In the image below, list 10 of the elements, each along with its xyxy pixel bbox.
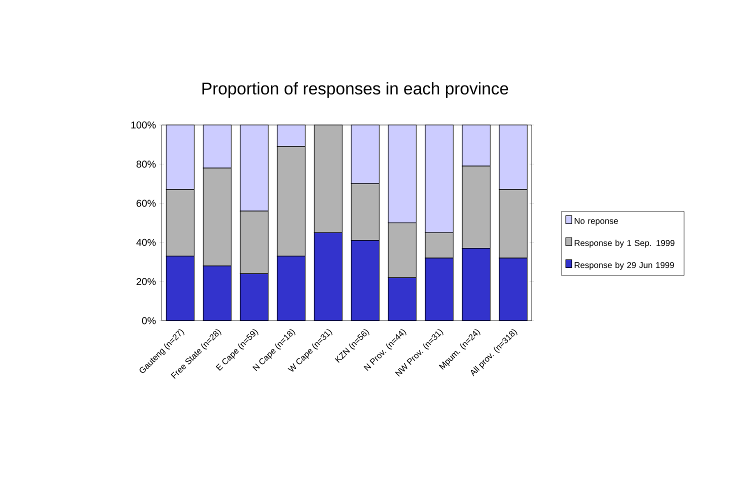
y-tick-label: 20% (136, 278, 156, 286)
y-tick-label: 80% (136, 160, 156, 168)
legend-label: No reponse (574, 218, 618, 226)
chart-title: Proportion of responses in each province (202, 82, 508, 98)
y-tick-label: 100% (131, 121, 156, 129)
y-tick-label: 60% (136, 200, 156, 207)
y-tick-label: 40% (136, 238, 156, 246)
y-tick-label: 0% (142, 317, 156, 324)
legend-label: Response by 29 Jun 1999 (574, 262, 674, 270)
legend-label: Response by 1 Sep. 1999 (574, 240, 674, 248)
